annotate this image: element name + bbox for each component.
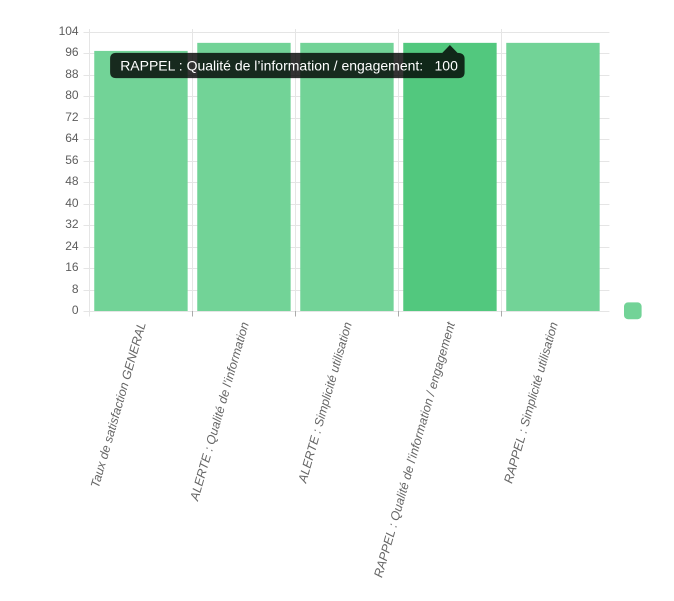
svg-text:RAPPEL : Qualité de l’informat: RAPPEL : Qualité de l’information / enga… (120, 57, 423, 73)
svg-text:96: 96 (65, 45, 79, 59)
svg-text:64: 64 (65, 131, 79, 145)
svg-text:80: 80 (65, 88, 79, 102)
svg-text:48: 48 (65, 174, 79, 188)
svg-text:24: 24 (65, 239, 79, 253)
svg-text:0: 0 (72, 303, 79, 317)
svg-text:72: 72 (65, 110, 79, 124)
svg-text:100: 100 (435, 57, 459, 73)
svg-text:40: 40 (65, 196, 79, 210)
svg-text:32: 32 (65, 217, 79, 231)
svg-text:8: 8 (72, 282, 79, 296)
svg-text:16: 16 (65, 260, 79, 274)
svg-text:56: 56 (65, 153, 79, 167)
svg-text:88: 88 (65, 67, 79, 81)
svg-text:104: 104 (59, 24, 79, 38)
